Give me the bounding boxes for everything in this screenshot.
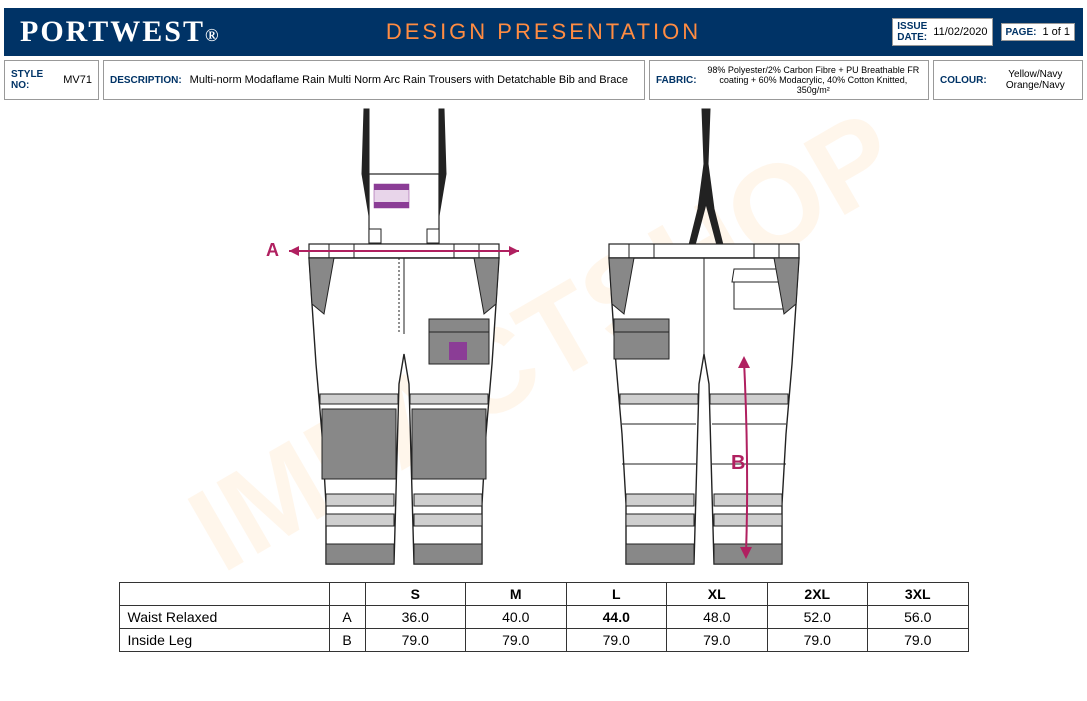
size-table: S M L XL 2XL 3XL Waist Relaxed A 36.0 40… bbox=[119, 582, 969, 652]
technical-drawing: A bbox=[4, 104, 1083, 574]
table-row: Inside Leg B 79.0 79.0 79.0 79.0 79.0 79… bbox=[119, 629, 968, 652]
table-header-row: S M L XL 2XL 3XL bbox=[119, 583, 968, 606]
colour-box: COLOUR: Yellow/Navy Orange/Navy bbox=[933, 60, 1083, 100]
label-a: A bbox=[266, 240, 279, 260]
description-box: DESCRIPTION: Multi-norm Modaflame Rain M… bbox=[103, 60, 645, 100]
page-box: PAGE: 1 of 1 bbox=[1001, 23, 1075, 41]
header-bar: PORTWEST® DESIGN PRESENTATION ISSUE DATE… bbox=[4, 8, 1083, 56]
issue-date-box: ISSUE DATE: 11/02/2020 bbox=[892, 18, 992, 46]
style-no-box: STYLE NO: MV71 bbox=[4, 60, 99, 100]
label-b: B bbox=[731, 452, 745, 474]
brand-logo: PORTWEST® bbox=[4, 15, 220, 49]
info-row: STYLE NO: MV71 DESCRIPTION: Multi-norm M… bbox=[4, 60, 1083, 100]
table-row: Waist Relaxed A 36.0 40.0 44.0 48.0 52.0… bbox=[119, 606, 968, 629]
fabric-box: FABRIC: 98% Polyester/2% Carbon Fibre + … bbox=[649, 60, 929, 100]
page-title: DESIGN PRESENTATION bbox=[386, 19, 701, 45]
